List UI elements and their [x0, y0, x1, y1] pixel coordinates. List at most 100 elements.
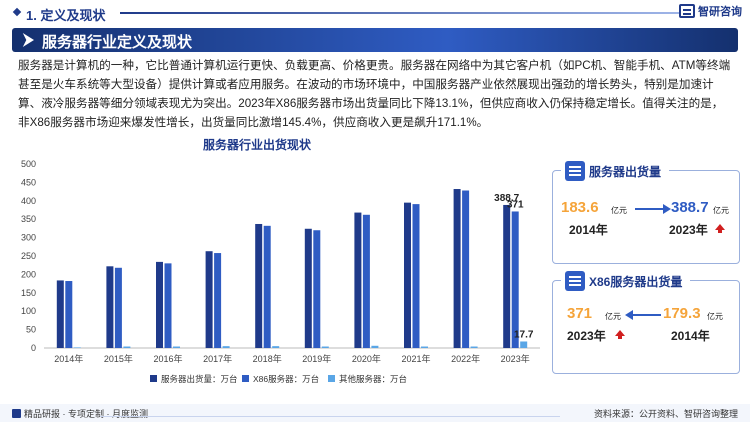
card-header: 服务器出货量: [561, 160, 670, 182]
increase-arrow-icon: [615, 330, 625, 339]
data-label: 17.7: [514, 329, 534, 340]
year-label: 2023年: [567, 329, 606, 343]
bar-total: [56, 280, 64, 348]
arrow-left-icon: [625, 310, 661, 320]
bar-total: [503, 204, 511, 348]
y-tick-label: 150: [21, 288, 36, 298]
bar-x86: [511, 211, 519, 348]
y-tick-label: 500: [21, 159, 36, 169]
x-tick-label: 2023年: [501, 353, 530, 364]
x-tick-label: 2019年: [302, 353, 331, 364]
chart-title: 服务器行业出货现状: [203, 138, 312, 152]
bar-other: [321, 346, 329, 348]
unit-label: 亿元: [707, 312, 723, 321]
bar-x86: [362, 214, 370, 348]
legend-label: X86服务器：万台: [253, 374, 319, 384]
data-label: 388.7: [494, 193, 519, 204]
bar-x86: [65, 281, 73, 348]
unit-label: 亿元: [605, 312, 621, 321]
x-tick-label: 2022年: [451, 353, 480, 364]
footer-divider: [100, 416, 560, 417]
x-tick-label: 2021年: [401, 353, 430, 364]
legend-swatch: [150, 375, 157, 382]
logo-icon: [679, 4, 695, 18]
bar-other: [123, 346, 131, 348]
x-tick-label: 2018年: [253, 353, 282, 364]
x-tick-label: 2017年: [203, 353, 232, 364]
shipment-bar-chart: 0 50 100 150 200 250 300 350 400 450 500 2014年 2015年…: [21, 159, 540, 384]
play-arrow-icon: [22, 33, 34, 47]
x86-shipment-card: X86服务器出货量 371 亿元 2023年 179.3 亿元 2014年: [552, 270, 740, 374]
bar-other: [421, 346, 428, 348]
y-tick-label: 400: [21, 196, 36, 206]
footer: 精品研报 · 专项定制 · 月度监测 资料来源：公开资料、智研咨询整理: [0, 404, 750, 422]
bar-x86: [462, 190, 470, 348]
bar-x86: [313, 230, 321, 348]
value-2014: 179.3: [663, 305, 701, 322]
bar-x86: [412, 204, 420, 348]
y-tick-label: 450: [21, 177, 36, 187]
data-source: 资料来源：公开资料、智研咨询整理: [593, 409, 738, 419]
x-tick-label: 2016年: [153, 353, 182, 364]
bar-other: [470, 346, 478, 348]
bar-other: [173, 346, 180, 348]
y-tick-label: 300: [21, 233, 36, 243]
footer-tagline: 精品研报 · 专项定制 · 月度监测: [12, 407, 148, 420]
bar-x86: [164, 263, 172, 348]
title-banner: 服务器行业定义及现状: [12, 28, 738, 52]
bar-other: [73, 347, 81, 348]
y-tick-label: 0: [31, 343, 36, 353]
year-label: 2014年: [569, 223, 608, 237]
unit-label: 亿元: [611, 206, 627, 215]
bar-x86: [114, 267, 122, 348]
legend-label: 服务器出货量：万台: [161, 374, 238, 384]
bar-total: [106, 266, 114, 348]
card-header: X86服务器出货量: [561, 270, 691, 292]
brand-icon: [12, 409, 21, 418]
bar-total: [255, 223, 263, 348]
bar-other: [371, 345, 379, 348]
year-label: 2023年: [669, 223, 708, 237]
card-title: 服务器出货量: [589, 164, 662, 179]
bar-x86: [214, 253, 222, 348]
value-2023: 388.7: [671, 199, 709, 216]
x-tick-label: 2014年: [54, 353, 83, 364]
data-label: 371: [507, 199, 524, 210]
legend-swatch: [242, 375, 249, 382]
section-title: 1. 定义及现状: [26, 8, 106, 23]
y-tick-label: 200: [21, 269, 36, 279]
x-tick-label: 2015年: [104, 353, 133, 364]
header-divider: [120, 12, 680, 14]
bar-other: [520, 341, 528, 348]
y-tick-label: 50: [26, 325, 36, 335]
x-tick-label: 2020年: [352, 353, 381, 364]
y-tick-label: 250: [21, 251, 36, 261]
top-bar: 1. 定义及现状 智研咨询: [0, 0, 750, 24]
legend-swatch: [328, 375, 335, 382]
bar-total: [404, 202, 411, 348]
bar-other: [222, 346, 230, 348]
arrow-right-icon: [635, 204, 671, 214]
bar-total: [354, 212, 362, 348]
server-shipment-card: 服务器出货量 183.6 亿元 2014年 388.7 亿元 2023年: [552, 160, 740, 264]
bar-other: [272, 346, 280, 348]
legend-label: 其他服务器：万台: [339, 374, 407, 384]
value-2023: 371: [567, 305, 593, 322]
value-2014: 183.6: [561, 199, 599, 216]
footer-tagline-text: 精品研报 · 专项定制 · 月度监测: [24, 409, 148, 419]
unit-label: 亿元: [713, 206, 729, 215]
intro-paragraph: 服务器是计算机的一种，它比普通计算机运行更快、负载更高、价格更贵。服务器在网络中…: [18, 59, 731, 129]
y-tick-label: 100: [21, 306, 36, 316]
page-title: 服务器行业定义及现状: [42, 34, 193, 51]
bar-total: [453, 189, 461, 348]
bar-total: [156, 261, 163, 348]
card-title: X86服务器出货量: [589, 274, 683, 289]
y-tick-label: 350: [21, 214, 36, 224]
section-marker-icon: [12, 7, 22, 17]
brand-logo: 智研咨询: [679, 3, 742, 19]
bar-total: [205, 251, 213, 348]
bar-total: [304, 228, 312, 348]
increase-arrow-icon: [715, 224, 725, 233]
bar-x86: [263, 225, 271, 348]
server-icon: [565, 161, 585, 181]
